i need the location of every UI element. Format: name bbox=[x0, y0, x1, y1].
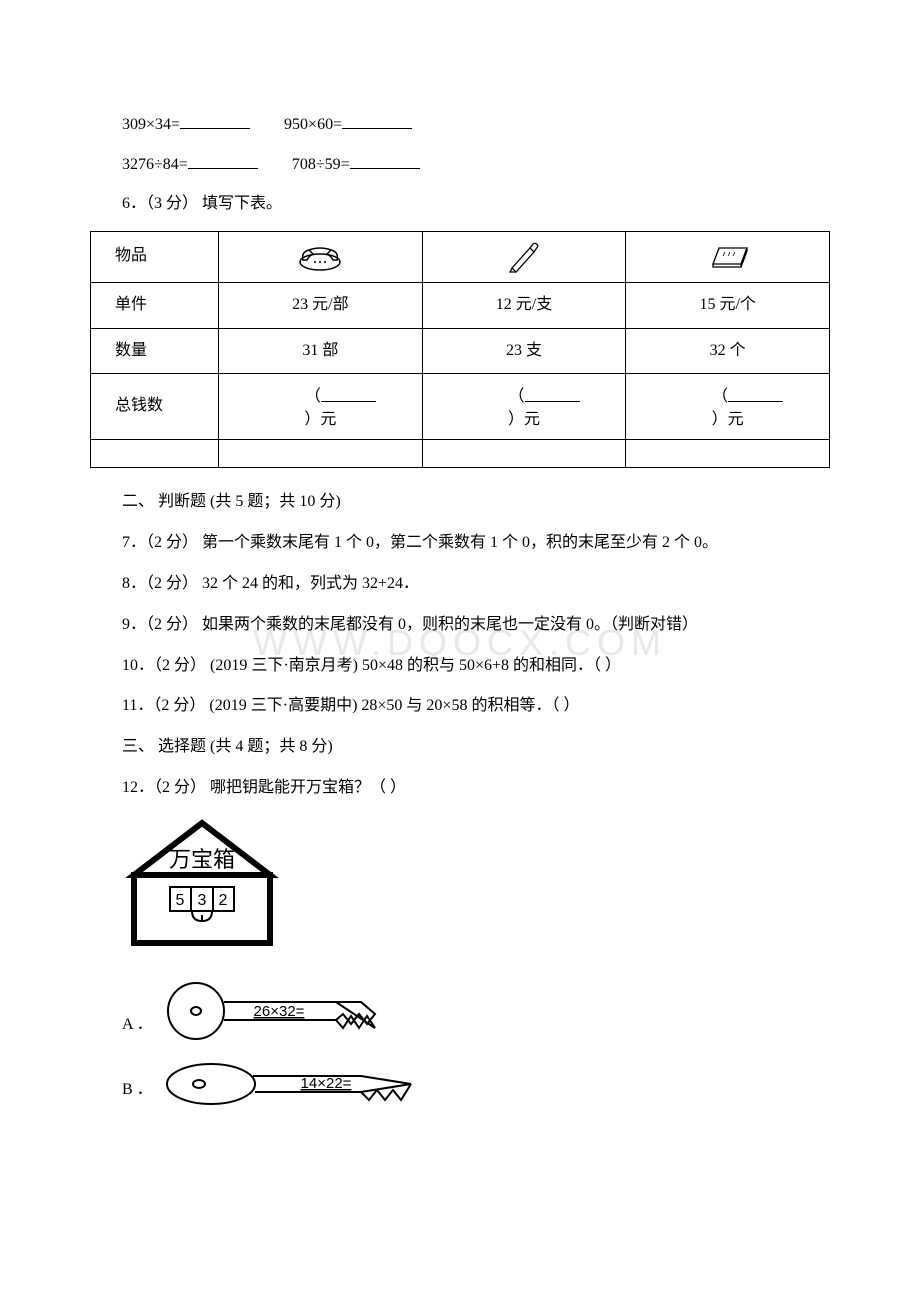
blank bbox=[350, 150, 420, 169]
total-0: （）元 bbox=[219, 374, 423, 440]
key-b-image: 14×22= bbox=[161, 1056, 421, 1111]
blank bbox=[321, 382, 376, 401]
quantity-1: 23 支 bbox=[422, 328, 626, 374]
question-9: 9．（2 分） 如果两个乘数的末尾都没有 0，则积的末尾也一定没有 0。（判断对… bbox=[90, 611, 830, 640]
question-10: 10．（2 分） (2019 三下·南京月考) 50×48 的积与 50×6+8… bbox=[90, 652, 830, 681]
section-3-heading: 三、 选择题 (共 4 题；共 8 分) bbox=[90, 733, 830, 762]
equation-950x60: 950×60= bbox=[284, 110, 412, 140]
box-title: 万宝箱 bbox=[169, 847, 235, 872]
question-7: 7．（2 分） 第一个乘数末尾有 1 个 0，第二个乘数有 1 个 0，积的末尾… bbox=[90, 529, 830, 558]
total-1: （）元 bbox=[422, 374, 626, 440]
items-table: 物品 bbox=[90, 231, 830, 469]
box-digit-1: 3 bbox=[198, 892, 207, 909]
quantity-0: 31 部 bbox=[219, 328, 423, 374]
equation-3276d84: 3276÷84= bbox=[122, 150, 258, 180]
header-unitprice: 单件 bbox=[91, 282, 219, 328]
key-b-expr: 14×22= bbox=[300, 1075, 351, 1092]
equation-row-2: 3276÷84= 708÷59= bbox=[122, 150, 830, 180]
blank bbox=[188, 150, 258, 169]
question-8: 8．（2 分） 32 个 24 的和，列式为 32+24． bbox=[90, 570, 830, 599]
key-a-image: 26×32= bbox=[161, 976, 391, 1046]
notebook-icon bbox=[626, 231, 830, 282]
header-quantity: 数量 bbox=[91, 328, 219, 374]
quantity-2: 32 个 bbox=[626, 328, 830, 374]
unitprice-1: 12 元/支 bbox=[422, 282, 626, 328]
header-total: 总钱数 bbox=[91, 374, 219, 440]
blank bbox=[342, 110, 412, 129]
phone-icon bbox=[219, 231, 423, 282]
question-12: 12．（2 分） 哪把钥匙能开万宝箱？（ ） bbox=[90, 774, 830, 803]
header-item: 物品 bbox=[91, 231, 219, 282]
section-2-heading: 二、 判断题 (共 5 题；共 10 分) bbox=[90, 488, 830, 517]
blank bbox=[525, 382, 580, 401]
unitprice-0: 23 元/部 bbox=[219, 282, 423, 328]
treasure-box-image: 万宝箱 5 3 2 bbox=[122, 815, 830, 966]
blank bbox=[728, 382, 783, 401]
option-b-label: B ． bbox=[122, 1076, 153, 1111]
unitprice-2: 15 元/个 bbox=[626, 282, 830, 328]
option-a-label: A ． bbox=[122, 1011, 153, 1046]
equation-row-1: 309×34= 950×60= bbox=[122, 110, 830, 140]
question-6-label: 6．（3 分） 填写下表。 bbox=[90, 190, 830, 219]
option-a-row: A ． 26×32= bbox=[122, 976, 830, 1046]
pen-icon bbox=[422, 231, 626, 282]
box-digit-2: 2 bbox=[219, 892, 228, 909]
question-11: 11．（2 分） (2019 三下·高要期中) 28×50 与 20×58 的积… bbox=[90, 692, 830, 721]
equation-309x34: 309×34= bbox=[122, 110, 250, 140]
option-b-row: B ． 14×22= bbox=[122, 1056, 830, 1111]
equation-708d59: 708÷59= bbox=[292, 150, 420, 180]
total-2: （）元 bbox=[626, 374, 830, 440]
blank bbox=[180, 110, 250, 129]
key-a-expr: 26×32= bbox=[253, 1003, 304, 1020]
box-digit-0: 5 bbox=[176, 892, 185, 909]
